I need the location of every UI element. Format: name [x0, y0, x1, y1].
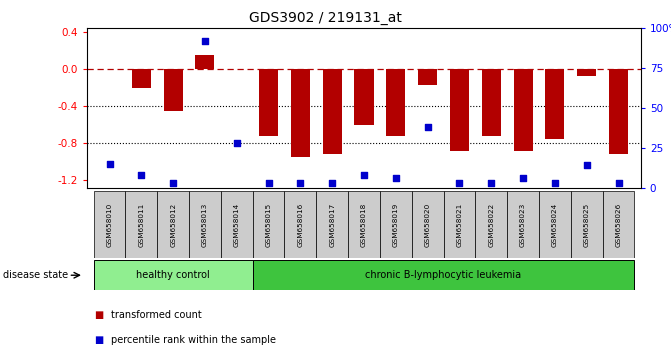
Text: GSM658017: GSM658017	[329, 202, 336, 247]
Text: GSM658011: GSM658011	[138, 202, 144, 247]
FancyBboxPatch shape	[253, 191, 285, 258]
Point	[168, 180, 178, 185]
Text: transformed count: transformed count	[111, 310, 201, 320]
Bar	[386, 69, 405, 136]
Bar	[450, 69, 469, 150]
Point	[391, 175, 401, 181]
Bar	[418, 69, 437, 85]
Bar	[291, 69, 310, 157]
Point	[454, 180, 465, 185]
Bar	[577, 69, 597, 76]
Text: GSM658020: GSM658020	[425, 202, 431, 247]
Text: GSM658024: GSM658024	[552, 202, 558, 247]
FancyBboxPatch shape	[93, 260, 253, 290]
FancyBboxPatch shape	[221, 191, 253, 258]
Text: GSM658016: GSM658016	[297, 202, 303, 247]
Point	[550, 180, 560, 185]
Point	[136, 172, 147, 178]
Text: GSM658010: GSM658010	[107, 202, 113, 247]
Point	[518, 175, 529, 181]
Bar	[513, 69, 533, 150]
FancyBboxPatch shape	[316, 191, 348, 258]
FancyBboxPatch shape	[444, 191, 475, 258]
Text: GSM658019: GSM658019	[393, 202, 399, 247]
Text: percentile rank within the sample: percentile rank within the sample	[111, 335, 276, 345]
Point	[231, 140, 242, 146]
Bar	[546, 69, 564, 138]
Point	[422, 124, 433, 130]
FancyBboxPatch shape	[189, 191, 221, 258]
Point	[613, 180, 624, 185]
Point	[295, 180, 306, 185]
Text: GSM658021: GSM658021	[456, 202, 462, 247]
Text: healthy control: healthy control	[136, 270, 210, 280]
FancyBboxPatch shape	[157, 191, 189, 258]
Text: ■: ■	[94, 310, 103, 320]
Point	[359, 172, 370, 178]
Text: disease state: disease state	[3, 270, 68, 280]
Point	[104, 161, 115, 167]
FancyBboxPatch shape	[507, 191, 539, 258]
FancyBboxPatch shape	[539, 191, 571, 258]
FancyBboxPatch shape	[380, 191, 412, 258]
FancyBboxPatch shape	[348, 191, 380, 258]
Text: GSM658026: GSM658026	[615, 202, 621, 247]
Text: chronic B-lymphocytic leukemia: chronic B-lymphocytic leukemia	[366, 270, 521, 280]
Bar	[195, 55, 215, 69]
Bar	[164, 69, 183, 111]
Text: GSM658025: GSM658025	[584, 202, 590, 247]
Text: GSM658013: GSM658013	[202, 202, 208, 247]
FancyBboxPatch shape	[93, 191, 125, 258]
FancyBboxPatch shape	[285, 191, 316, 258]
Point	[327, 180, 338, 185]
Text: ■: ■	[94, 335, 103, 345]
FancyBboxPatch shape	[125, 191, 157, 258]
Point	[581, 162, 592, 168]
Bar	[609, 69, 628, 154]
Bar	[354, 69, 374, 125]
Bar	[323, 69, 342, 154]
Bar	[259, 69, 278, 136]
Text: GSM658022: GSM658022	[488, 202, 495, 247]
FancyBboxPatch shape	[603, 191, 635, 258]
FancyBboxPatch shape	[571, 191, 603, 258]
Text: GSM658012: GSM658012	[170, 202, 176, 247]
Point	[263, 180, 274, 185]
Bar	[482, 69, 501, 136]
Text: GSM658023: GSM658023	[520, 202, 526, 247]
FancyBboxPatch shape	[475, 191, 507, 258]
Point	[199, 38, 210, 44]
Text: GSM658014: GSM658014	[234, 202, 240, 247]
Text: GSM658018: GSM658018	[361, 202, 367, 247]
Text: GSM658015: GSM658015	[266, 202, 272, 247]
Point	[486, 180, 497, 185]
Bar	[132, 69, 151, 87]
FancyBboxPatch shape	[253, 260, 635, 290]
FancyBboxPatch shape	[412, 191, 444, 258]
Text: GDS3902 / 219131_at: GDS3902 / 219131_at	[249, 11, 402, 25]
